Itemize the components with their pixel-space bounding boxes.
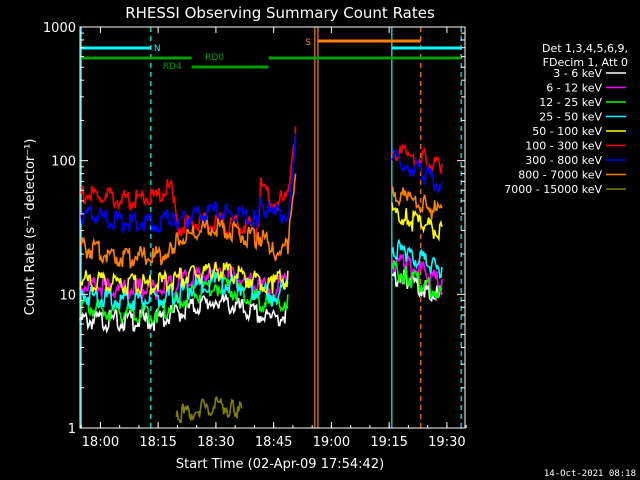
legend-label: 7000 - 15000 keV <box>504 183 602 196</box>
series-line-7-seg-1 <box>391 185 443 220</box>
annotation-rd0: RD0 <box>205 53 224 63</box>
annotation-rd4: RD4 <box>163 62 182 72</box>
legend-header-line: FDecim 1, Att 0 <box>543 56 628 69</box>
legend-label: 100 - 300 keV <box>525 140 602 153</box>
annotation-s: S <box>305 38 311 48</box>
series-line-7-seg-0 <box>79 173 297 270</box>
footer-date: 14-Oct-2021 08:18 <box>544 469 636 479</box>
x-tick-label: 18:30 <box>197 435 234 450</box>
x-tick-label: 18:45 <box>255 435 292 450</box>
series-line-6-seg-1 <box>391 148 443 195</box>
plot-frame <box>79 26 466 429</box>
legend-label: 3 - 6 keV <box>553 67 602 80</box>
chart-title: RHESSI Observing Summary Count Rates <box>125 4 435 22</box>
series-line-3-seg-1 <box>391 238 443 279</box>
legend-label: 6 - 12 keV <box>546 82 602 95</box>
legend-label: 25 - 50 keV <box>539 111 602 124</box>
x-tick-label: 19:15 <box>370 435 407 450</box>
y-tick-label: 100 <box>51 155 76 170</box>
x-tick-label: 19:30 <box>428 435 465 450</box>
series-line-3-seg-0 <box>79 269 289 311</box>
series-line-0-seg-1 <box>391 268 443 303</box>
y-axis-label: Count Rate (s⁻¹ detector⁻¹) <box>23 139 38 316</box>
y-tick-label: 1 <box>68 422 76 437</box>
series-line-1-seg-0 <box>79 262 289 301</box>
legend-label: 300 - 800 keV <box>525 154 602 167</box>
x-axis: 18:00 18:15 18:30 18:45 19:00 19:15 19:30 <box>80 27 467 450</box>
legend-label: 50 - 100 keV <box>532 125 602 138</box>
x-tick-label: 19:00 <box>313 435 350 450</box>
x-axis-label: Start Time (02-Apr-09 17:54:42) <box>176 457 384 472</box>
annotation-n: N <box>154 44 161 54</box>
x-tick-label: 18:00 <box>82 435 119 450</box>
plot-area: N RD0 RD4 S <box>79 27 462 428</box>
y-tick-label: 10 <box>59 288 76 303</box>
series-line-6-seg-0 <box>79 133 297 235</box>
series-line-0-seg-0 <box>79 292 289 334</box>
series-line-2-seg-1 <box>391 260 443 301</box>
x-tick-label: 18:15 <box>139 435 176 450</box>
series-line-4-seg-1 <box>391 202 443 242</box>
series-line-1-seg-1 <box>391 252 443 294</box>
legend: Det 1,3,4,5,6,9,FDecim 1, Att 03 - 6 keV… <box>504 42 628 196</box>
series-line-5-seg-1 <box>391 142 443 174</box>
legend-label: 12 - 25 keV <box>539 96 602 109</box>
y-tick-label: 1000 <box>43 21 76 36</box>
legend-header-line: Det 1,3,4,5,6,9, <box>542 42 628 55</box>
legend-label: 800 - 7000 keV <box>518 169 602 182</box>
y-axis: 1 10 100 1000 <box>43 21 465 437</box>
series-line-4-seg-0 <box>79 261 289 297</box>
series-line-8-seg-0 <box>175 395 243 424</box>
